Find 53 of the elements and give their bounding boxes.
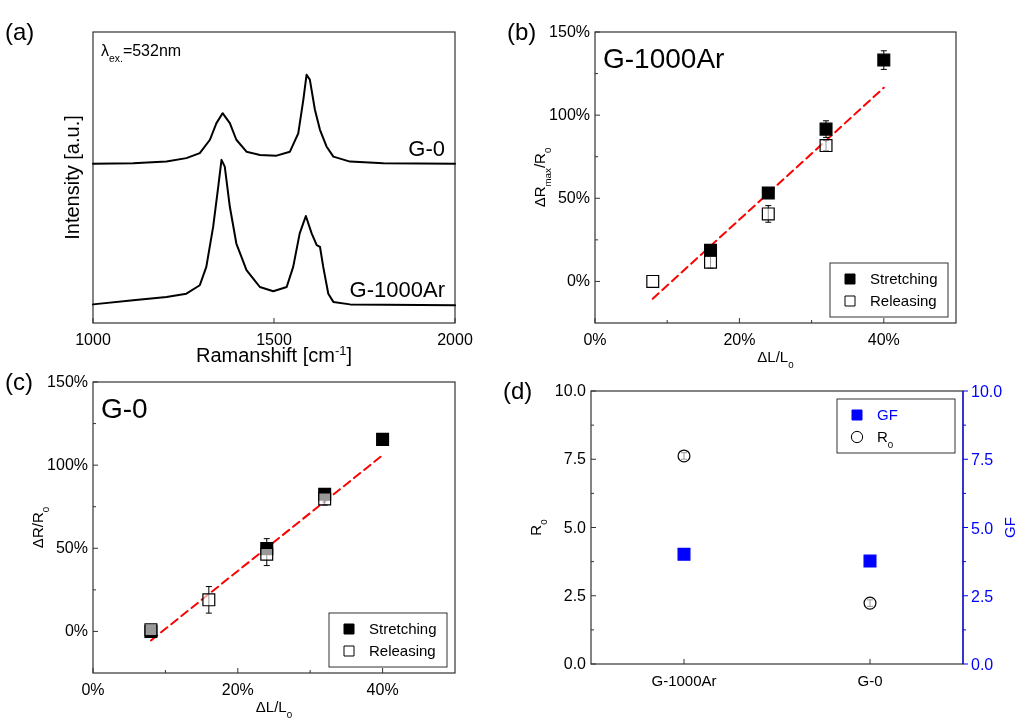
point: [376, 432, 390, 446]
x-tick-label: G-0: [857, 672, 883, 689]
x-tick-label: 0%: [81, 681, 105, 698]
chart-title: (d): [503, 377, 533, 404]
legend-label: Releasing: [870, 292, 937, 309]
legend-label: Releasing: [369, 642, 436, 659]
x-tick-label: G-1000Ar: [651, 672, 717, 689]
y2-tick-label: 5.0: [971, 519, 994, 537]
x-tick-label: 0%: [583, 331, 607, 348]
point: [761, 186, 775, 200]
legend-label: Stretching: [369, 620, 437, 637]
x-tick-label: 2000: [437, 331, 473, 348]
legend-label: Stretching: [870, 270, 938, 287]
x-tick-label: 20%: [221, 681, 254, 698]
point: [202, 593, 216, 607]
y2-tick-label: 2.5: [971, 587, 994, 605]
text: λ$_{ex.}$=532nm: [101, 42, 182, 64]
y-tick-label: 10.0: [554, 382, 587, 399]
y-tick-label: 0.0: [563, 655, 587, 672]
y-axis-title: Intensity [a.u.]: [61, 115, 83, 240]
annotation: G-0: [101, 393, 148, 424]
y-tick-label: 50%: [55, 539, 88, 557]
legend-label: R$_{0}$: [877, 428, 894, 450]
series-label: G-1000Ar: [349, 277, 445, 303]
y-tick-label: 2.5: [563, 586, 587, 604]
y-tick-label: 0%: [566, 272, 590, 290]
chart-title: (c): [5, 368, 33, 395]
series-label: G-0: [408, 135, 445, 161]
point: [704, 243, 718, 257]
x-tick-label: 40%: [366, 681, 399, 698]
chart-title: (a): [5, 18, 35, 45]
y-tick-label: 7.5: [563, 450, 587, 468]
x-tick-label: 1000: [75, 331, 111, 348]
y-tick-label: 5.0: [563, 518, 587, 536]
point: [260, 547, 274, 561]
y2-tick-label: 0.0: [971, 656, 994, 673]
y-tick-label: 100%: [549, 106, 590, 124]
y2-tick-label: 7.5: [971, 451, 994, 469]
x-tick-label: 40%: [867, 331, 900, 348]
point: [260, 542, 274, 556]
y-tick-label: 150%: [549, 23, 590, 40]
y-tick-label: 150%: [47, 373, 88, 390]
y2-tick-label: 10.0: [971, 383, 1003, 400]
y2-axis-title: GF: [1001, 517, 1016, 538]
annotation: G-1000Ar: [603, 43, 725, 74]
y-tick-label: 50%: [557, 189, 590, 207]
y-tick-label: 100%: [47, 456, 88, 474]
y-tick-label: 0%: [64, 622, 88, 640]
x-axis-title: ΔL/L$_{0}$: [255, 698, 293, 718]
chart-title: (b): [507, 18, 537, 45]
legend-label: GF: [877, 406, 898, 423]
x-axis-title: ΔL/L$_{0}$: [757, 348, 795, 370]
x-tick-label: 20%: [723, 331, 756, 348]
